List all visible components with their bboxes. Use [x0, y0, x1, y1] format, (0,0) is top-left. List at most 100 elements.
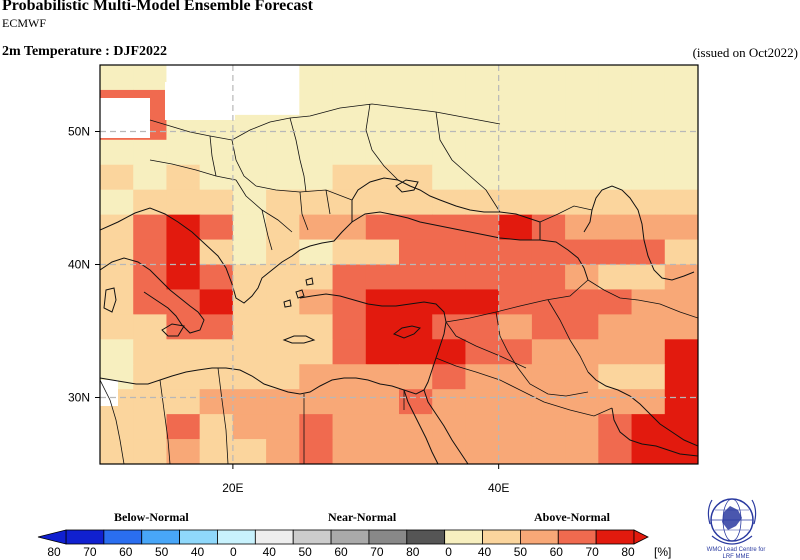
- probability-cell: [166, 239, 201, 266]
- probability-cell: [598, 314, 633, 340]
- probability-cell: [531, 65, 566, 91]
- probability-cell: [199, 439, 234, 464]
- probability-cell: [664, 65, 698, 91]
- probability-cell: [598, 389, 633, 415]
- probability-cell: [432, 189, 467, 216]
- probability-cell: [266, 339, 300, 365]
- probability-cell: [299, 114, 334, 141]
- probability-cell: [133, 214, 168, 241]
- probability-cell: [565, 214, 599, 241]
- probability-cell: [631, 189, 666, 216]
- probability-cell: [100, 239, 134, 266]
- probability-cell: [664, 89, 698, 116]
- probability-cell: [565, 189, 599, 216]
- probability-cell: [332, 314, 367, 340]
- legend-swatch: [330, 529, 370, 545]
- probability-cell: [232, 439, 267, 464]
- probability-cell: [598, 189, 633, 216]
- probability-cell: [199, 214, 234, 241]
- probability-cell: [465, 214, 500, 241]
- probability-cell: [399, 364, 433, 390]
- probability-cell: [465, 264, 500, 291]
- no-signal-cell: [100, 380, 118, 406]
- probability-cell: [531, 314, 566, 340]
- probability-cell: [199, 314, 234, 340]
- probability-cell: [166, 289, 201, 315]
- probability-cell: [598, 239, 633, 266]
- probability-cell: [332, 189, 367, 216]
- probability-cell: [166, 414, 201, 440]
- probability-cell: [365, 65, 400, 91]
- probability-cell: [631, 414, 666, 440]
- probability-cell: [266, 214, 300, 241]
- probability-cell: [299, 289, 334, 315]
- probability-cell: [498, 139, 533, 166]
- coastlines: [100, 103, 698, 464]
- probability-cell: [332, 264, 367, 291]
- probability-cell: [365, 339, 400, 365]
- probability-cell: [631, 264, 666, 291]
- probability-cell: [631, 139, 666, 166]
- laurel-icon: [707, 499, 757, 545]
- probability-cell: [465, 65, 500, 91]
- probability-cell: [133, 289, 168, 315]
- probability-cell: [531, 239, 566, 266]
- probability-cell: [232, 339, 267, 365]
- probability-cell: [498, 214, 533, 241]
- coast-persian-gulf: [587, 371, 698, 447]
- probability-cell: [399, 264, 433, 291]
- probability-cell: [531, 264, 566, 291]
- probability-cell: [432, 239, 467, 266]
- continent-shape: [722, 506, 742, 530]
- probability-cell: [598, 414, 633, 440]
- probability-cell: [531, 89, 566, 116]
- legend-tick-label: 0: [445, 545, 452, 559]
- probability-cell: [631, 89, 666, 116]
- probability-cell: [166, 164, 201, 191]
- probability-cell: [399, 214, 433, 241]
- page-title: Probabilistic Multi-Model Ensemble Forec…: [2, 0, 313, 14]
- probability-cell: [531, 339, 566, 365]
- probability-cell: [531, 164, 566, 191]
- probability-cell: [664, 314, 698, 340]
- probability-cell: [598, 289, 633, 315]
- legend-swatch: [368, 529, 408, 545]
- probability-cell: [598, 364, 633, 390]
- probability-cell: [365, 114, 400, 141]
- legend-tick-label: 40: [191, 545, 205, 559]
- probability-cell: [299, 264, 334, 291]
- probability-cell: [332, 139, 367, 166]
- island-aegean-1: [295, 289, 305, 299]
- probability-cell: [565, 114, 599, 141]
- legend-tick-label: 80: [621, 545, 635, 559]
- map-area: [100, 65, 698, 464]
- probability-cell: [365, 439, 400, 464]
- probability-cell: [598, 114, 633, 141]
- probability-cell: [631, 214, 666, 241]
- probability-cell: [166, 389, 201, 415]
- legend-tick-label: 50: [514, 545, 528, 559]
- legend-arrow-right: [633, 529, 649, 545]
- probability-cell: [232, 414, 267, 440]
- probability-cell: [365, 189, 400, 216]
- probability-cell: [133, 339, 168, 365]
- probability-cell: [332, 364, 367, 390]
- probability-cell: [299, 89, 334, 116]
- probability-cell: [266, 189, 300, 216]
- probability-cell: [598, 339, 633, 365]
- probability-cell: [199, 289, 234, 315]
- probability-cell: [232, 239, 267, 266]
- probability-cell: [531, 114, 566, 141]
- probability-cell: [498, 439, 533, 464]
- probability-cell: [664, 414, 698, 440]
- probability-cell: [565, 339, 599, 365]
- probability-cell: [166, 139, 201, 166]
- wmo-logo: [707, 498, 757, 545]
- issue-date: (issued on Oct2022): [692, 45, 798, 60]
- legend-swatch: [65, 529, 105, 545]
- coast-italy: [100, 257, 205, 334]
- probability-cell: [565, 314, 599, 340]
- probability-cell: [365, 364, 400, 390]
- probability-cell: [133, 139, 168, 166]
